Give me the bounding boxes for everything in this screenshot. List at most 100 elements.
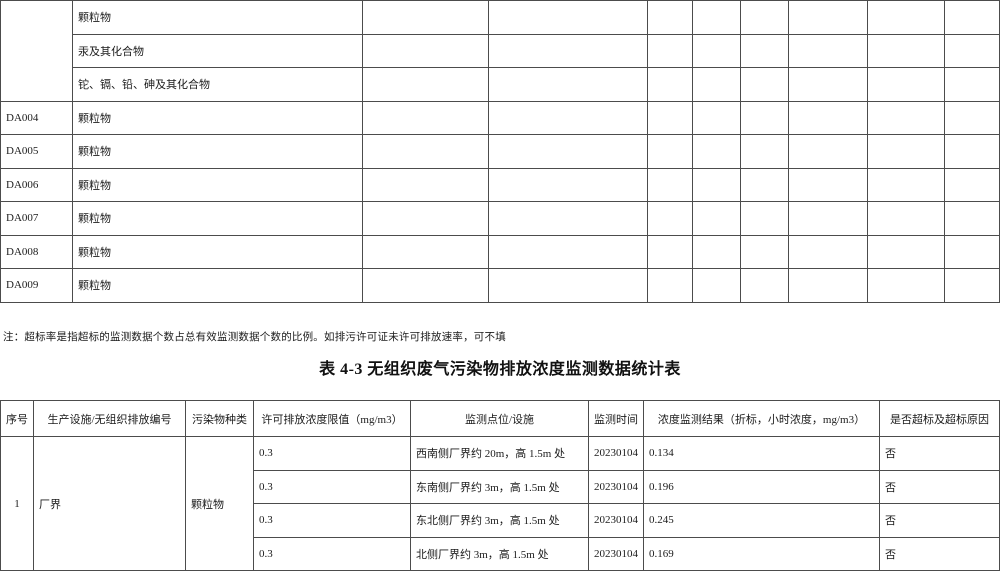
empty-cell bbox=[362, 33, 489, 68]
limit-cell: 0.3 bbox=[253, 436, 411, 471]
empty-cell bbox=[647, 0, 693, 35]
empty-cell bbox=[740, 134, 789, 169]
table-row: DA005 颗粒物 bbox=[0, 134, 1000, 169]
empty-cell bbox=[867, 67, 945, 102]
pollutant-cell: 汞及其化合物 bbox=[72, 33, 363, 68]
header-time: 监测时间 bbox=[588, 400, 644, 437]
empty-cell bbox=[944, 33, 1000, 68]
empty-cell bbox=[944, 268, 1000, 303]
empty-cell bbox=[647, 234, 693, 269]
header-limit: 许可排放浓度限值（mg/m3） bbox=[253, 400, 411, 437]
result-cell: 0.245 bbox=[643, 503, 880, 538]
limit-cell: 0.3 bbox=[253, 469, 411, 504]
empty-cell bbox=[488, 167, 648, 202]
exceed-cell: 否 bbox=[879, 469, 1000, 504]
monitoring-time-cell: 20230104 bbox=[588, 469, 644, 504]
pollutant-cell: 颗粒物 bbox=[72, 234, 363, 269]
empty-cell bbox=[692, 268, 741, 303]
header-result: 浓度监测结果（折标，小时浓度，mg/m3） bbox=[643, 400, 880, 437]
empty-cell bbox=[944, 0, 1000, 35]
table-header-row: 序号 生产设施/无组织排放编号 污染物种类 许可排放浓度限值（mg/m3） 监测… bbox=[0, 400, 1000, 437]
outlet-code-cell: DA007 bbox=[0, 201, 73, 236]
seq-cell: 1 bbox=[0, 436, 34, 571]
outlet-code-cell: DA004 bbox=[0, 100, 73, 135]
limit-cell: 0.3 bbox=[253, 536, 411, 571]
exceed-cell: 否 bbox=[879, 536, 1000, 571]
empty-cell bbox=[944, 201, 1000, 236]
empty-cell bbox=[362, 100, 489, 135]
empty-cell bbox=[647, 167, 693, 202]
empty-cell bbox=[944, 67, 1000, 102]
empty-cell bbox=[788, 100, 868, 135]
facility-cell: 厂界 bbox=[33, 436, 186, 571]
empty-cell bbox=[867, 100, 945, 135]
section-title: 表 4-3 无组织废气污染物排放浓度监测数据统计表 bbox=[319, 361, 681, 378]
table-row: DA006 颗粒物 bbox=[0, 167, 1000, 202]
table-row: 汞及其化合物 bbox=[1, 33, 1000, 68]
result-cell: 0.134 bbox=[643, 436, 880, 471]
empty-cell bbox=[488, 67, 648, 102]
empty-cell bbox=[647, 268, 693, 303]
pollutant-cell: 颗粒物 bbox=[72, 201, 363, 236]
empty-cell bbox=[867, 0, 945, 35]
empty-cell bbox=[647, 67, 693, 102]
pollutant-cell: 颗粒物 bbox=[72, 0, 363, 35]
header-facility: 生产设施/无组织排放编号 bbox=[33, 400, 186, 437]
empty-cell bbox=[362, 167, 489, 202]
empty-cell bbox=[362, 67, 489, 102]
monitoring-point-cell: 西南侧厂界约 20m，高 1.5m 处 bbox=[410, 436, 589, 471]
footnote: 注：超标率是指超标的监测数据个数占总有效监测数据个数的比例。如排污许可证未许可排… bbox=[3, 332, 506, 343]
empty-cell bbox=[488, 268, 648, 303]
organized-emission-table: 颗粒物 汞及其化合物 铊、镉、铅、砷及其化合物 DA004 颗粒物 DA005 … bbox=[0, 0, 1000, 303]
header-exceed: 是否超标及超标原因 bbox=[879, 400, 1000, 437]
empty-cell bbox=[867, 201, 945, 236]
empty-cell bbox=[867, 134, 945, 169]
table-row: 0.3 东南侧厂界约 3m，高 1.5m 处 20230104 0.196 否 bbox=[1, 469, 1000, 504]
table-row: 颗粒物 bbox=[0, 0, 1000, 102]
empty-cell bbox=[488, 134, 648, 169]
empty-cell bbox=[788, 234, 868, 269]
exceed-cell: 否 bbox=[879, 503, 1000, 538]
empty-cell bbox=[867, 167, 945, 202]
pollutant-cell: 颗粒物 bbox=[72, 100, 363, 135]
pollutant-cell: 颗粒物 bbox=[72, 134, 363, 169]
empty-cell bbox=[488, 0, 648, 35]
table-row: 1 厂界 颗粒物 0.3 西南侧厂界约 20m，高 1.5m 处 2023010… bbox=[0, 436, 1000, 571]
empty-cell bbox=[362, 201, 489, 236]
empty-cell bbox=[788, 134, 868, 169]
empty-cell bbox=[944, 234, 1000, 269]
monitoring-point-cell: 北侧厂界约 3m，高 1.5m 处 bbox=[410, 536, 589, 571]
empty-cell bbox=[740, 33, 789, 68]
empty-cell bbox=[488, 33, 648, 68]
pollutant-cell: 颗粒物 bbox=[72, 167, 363, 202]
empty-cell bbox=[788, 33, 868, 68]
empty-cell bbox=[867, 33, 945, 68]
empty-cell bbox=[647, 134, 693, 169]
header-pollutant: 污染物种类 bbox=[185, 400, 254, 437]
result-cell: 0.169 bbox=[643, 536, 880, 571]
table-row: DA009 颗粒物 bbox=[0, 268, 1000, 303]
empty-cell bbox=[488, 100, 648, 135]
empty-cell bbox=[692, 0, 741, 35]
outlet-code-cell: DA006 bbox=[0, 167, 73, 202]
empty-cell bbox=[692, 67, 741, 102]
empty-cell bbox=[488, 234, 648, 269]
monitoring-time-cell: 20230104 bbox=[588, 503, 644, 538]
empty-cell bbox=[788, 201, 868, 236]
empty-cell bbox=[788, 268, 868, 303]
empty-cell bbox=[740, 67, 789, 102]
pollutant-cell: 铊、镉、铅、砷及其化合物 bbox=[72, 67, 363, 102]
empty-cell bbox=[944, 134, 1000, 169]
fugitive-emission-table: 序号 生产设施/无组织排放编号 污染物种类 许可排放浓度限值（mg/m3） 监测… bbox=[0, 400, 1000, 571]
outlet-code-cell: DA008 bbox=[0, 234, 73, 269]
empty-cell bbox=[944, 100, 1000, 135]
empty-cell bbox=[362, 268, 489, 303]
empty-cell bbox=[740, 0, 789, 35]
outlet-code-cell: DA009 bbox=[0, 268, 73, 303]
empty-cell bbox=[788, 0, 868, 35]
limit-cell: 0.3 bbox=[253, 503, 411, 538]
empty-cell bbox=[692, 201, 741, 236]
empty-cell bbox=[740, 100, 789, 135]
monitoring-time-cell: 20230104 bbox=[588, 436, 644, 471]
empty-cell bbox=[488, 201, 648, 236]
